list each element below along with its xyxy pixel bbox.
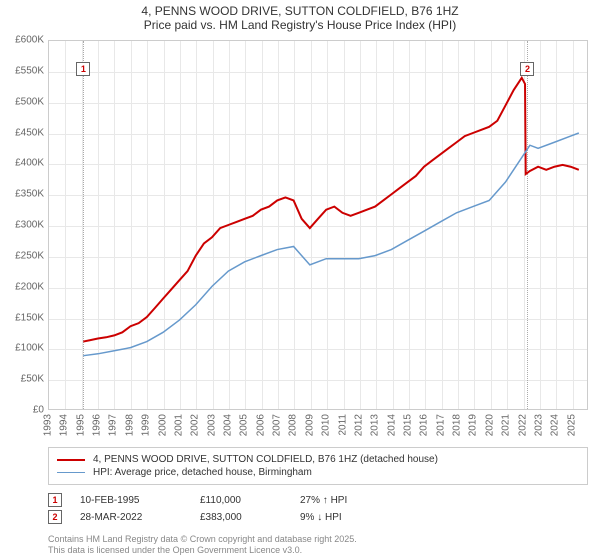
sale-marker-1: 1 [76,62,90,76]
y-axis-label: £500K [4,96,44,107]
x-axis-label: 2000 [157,414,168,436]
x-axis-label: 1996 [92,414,103,436]
x-axis-label: 2017 [435,414,446,436]
sale-events: 1 10-FEB-1995£110,00027% ↑ HPI 2 28-MAR-202… [48,490,588,527]
sale-row: 2 28-MAR-2022£383,0009% ↓ HPI [48,510,588,524]
x-axis-label: 2024 [550,414,561,436]
x-axis-label: 2014 [386,414,397,436]
price-chart: 12 [48,40,588,410]
legend-row: 4, PENNS WOOD DRIVE, SUTTON COLDFIELD, B… [57,454,579,465]
sale-row-marker: 1 [48,493,62,507]
x-axis-label: 2012 [353,414,364,436]
x-axis-label: 2008 [288,414,299,436]
footer-line2: This data is licensed under the Open Gov… [48,545,357,556]
y-axis-label: £150K [4,312,44,323]
sale-price: £383,000 [200,512,300,523]
sale-row: 1 10-FEB-1995£110,00027% ↑ HPI [48,493,588,507]
y-axis-label: £300K [4,220,44,231]
x-axis-label: 2016 [419,414,430,436]
x-axis-label: 2001 [173,414,184,436]
y-axis-label: £400K [4,158,44,169]
x-axis-label: 2025 [566,414,577,436]
x-axis-label: 2004 [223,414,234,436]
x-axis-label: 2013 [370,414,381,436]
y-axis-label: £600K [4,35,44,46]
x-axis-label: 1997 [108,414,119,436]
x-axis-label: 2011 [337,414,348,436]
sale-date: 28-MAR-2022 [80,512,200,523]
x-axis-label: 2009 [304,414,315,436]
x-axis-label: 2023 [533,414,544,436]
sale-marker-2: 2 [520,62,534,76]
legend-label: 4, PENNS WOOD DRIVE, SUTTON COLDFIELD, B… [93,454,438,465]
page-title-line2: Price paid vs. HM Land Registry's House … [0,18,600,32]
page-title-line1: 4, PENNS WOOD DRIVE, SUTTON COLDFIELD, B… [0,4,600,18]
x-axis-label: 2003 [206,414,217,436]
x-axis-label: 1993 [43,414,54,436]
x-axis-label: 1998 [124,414,135,436]
x-axis-label: 2007 [272,414,283,436]
sale-hpi-diff: 27% ↑ HPI [300,495,400,506]
x-axis-label: 2006 [255,414,266,436]
footer-attribution: Contains HM Land Registry data © Crown c… [48,534,357,556]
y-axis-label: £250K [4,250,44,261]
y-axis-label: £0 [4,405,44,416]
x-axis-label: 2022 [517,414,528,436]
x-axis-label: 1995 [75,414,86,436]
x-axis-label: 1999 [141,414,152,436]
legend: 4, PENNS WOOD DRIVE, SUTTON COLDFIELD, B… [48,447,588,485]
x-axis-label: 2005 [239,414,250,436]
sale-hpi-diff: 9% ↓ HPI [300,512,400,523]
x-axis-label: 2019 [468,414,479,436]
y-axis-label: £550K [4,65,44,76]
legend-swatch [57,472,85,473]
series-hpi [83,133,579,356]
y-axis-label: £100K [4,343,44,354]
x-axis-label: 2020 [484,414,495,436]
y-axis-label: £450K [4,127,44,138]
legend-label: HPI: Average price, detached house, Birm… [93,467,312,478]
sale-row-marker: 2 [48,510,62,524]
legend-swatch [57,459,85,461]
legend-row: HPI: Average price, detached house, Birm… [57,467,579,478]
y-axis-label: £200K [4,281,44,292]
x-axis-label: 1994 [59,414,70,436]
x-axis-label: 2002 [190,414,201,436]
y-axis-label: £50K [4,374,44,385]
x-axis-label: 2015 [403,414,414,436]
x-axis-label: 2021 [501,414,512,436]
sale-price: £110,000 [200,495,300,506]
y-axis-label: £350K [4,189,44,200]
x-axis-label: 2018 [452,414,463,436]
footer-line1: Contains HM Land Registry data © Crown c… [48,534,357,545]
sale-date: 10-FEB-1995 [80,495,200,506]
series-price_paid [83,78,579,342]
x-axis-label: 2010 [321,414,332,436]
